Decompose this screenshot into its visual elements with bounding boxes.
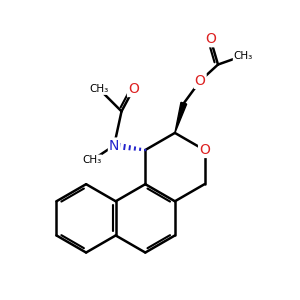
Text: CH₃: CH₃ (234, 51, 253, 61)
Text: O: O (128, 82, 139, 96)
Text: N: N (109, 139, 119, 152)
Text: O: O (195, 74, 206, 88)
Polygon shape (175, 102, 187, 133)
Text: CH₃: CH₃ (90, 84, 109, 94)
Text: O: O (205, 32, 216, 46)
Text: CH₃: CH₃ (82, 155, 101, 165)
Text: O: O (199, 143, 210, 157)
